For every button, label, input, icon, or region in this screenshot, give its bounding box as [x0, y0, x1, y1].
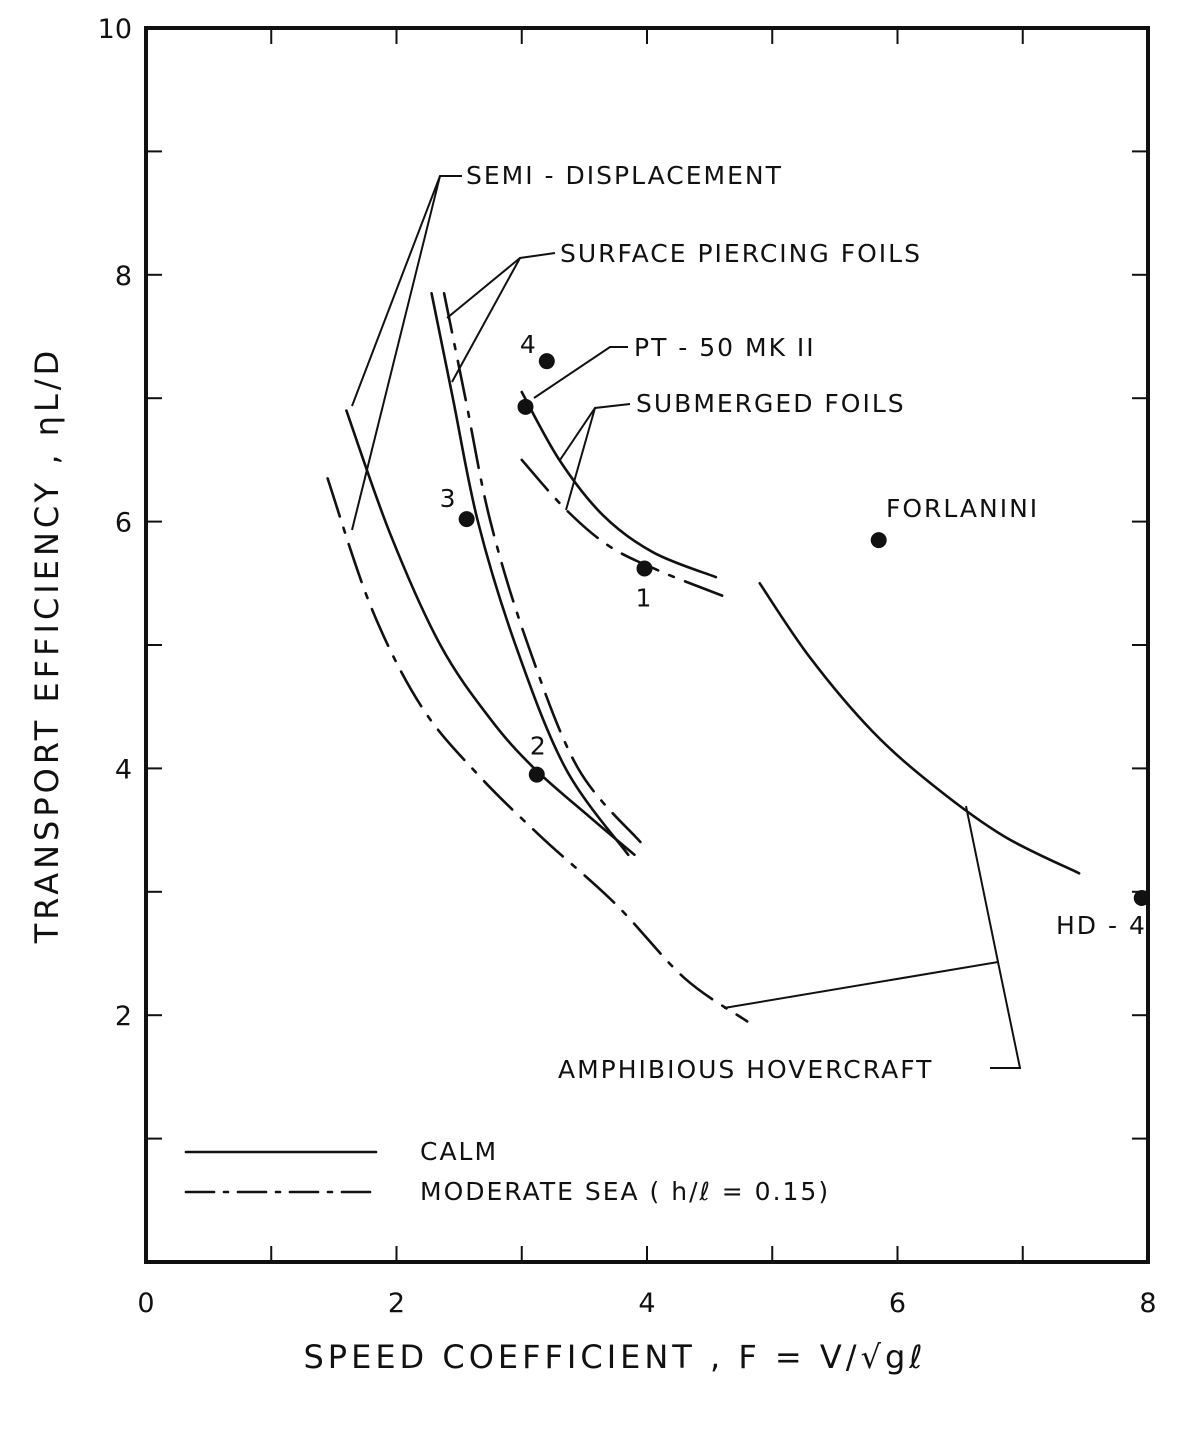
surface-piercing-leader	[446, 252, 556, 319]
submerged-foils-curve-solid	[520, 390, 718, 579]
semi-displacement-curve-dash-dot	[326, 477, 749, 1023]
surface-piercing-leader-2	[451, 257, 521, 383]
data-point	[636, 560, 653, 577]
tick-labels: 0 2 4 6 8 2 4 6 8 10	[98, 14, 1157, 1319]
y-tick-label: 8	[115, 261, 132, 292]
point-number-label: 2	[530, 732, 548, 761]
y-tick-label: 4	[115, 754, 132, 785]
x-tick-label: 8	[1139, 1288, 1156, 1319]
hovercraft-leader-2	[965, 805, 999, 963]
amphibious-hovercraft-curve-solid	[758, 582, 1081, 875]
x-axis-title: SPEED COEFFICIENT , F = V/√gℓ	[303, 1338, 926, 1376]
semi-displacement-leader	[351, 175, 462, 407]
semi-displacement-leader-2	[351, 175, 441, 531]
data-point	[458, 511, 475, 528]
label-semi-displacement: SEMI - DISPLACEMENT	[466, 161, 783, 190]
tick-marks	[146, 28, 1148, 1262]
y-axis-title: TRANSPORT EFFICIENCY , ηL/D	[28, 347, 66, 945]
data-point	[538, 353, 555, 370]
hovercraft-leader	[723, 960, 1022, 1069]
y-tick-label: 6	[115, 508, 132, 539]
y-tick-label: 2	[115, 1001, 132, 1032]
leader-lines	[351, 175, 1022, 1069]
label-amphibious-hovercraft: AMPHIBIOUS HOVERCRAFT	[558, 1055, 933, 1084]
pt50-leader	[533, 346, 628, 399]
semi-displacement-curve-solid	[345, 409, 636, 857]
label-submerged-foils: SUBMERGED FOILS	[636, 389, 906, 418]
label-hd4: HD - 4	[1056, 911, 1147, 940]
legend-label-calm: CALM	[420, 1137, 498, 1166]
submerged-leader	[559, 403, 631, 461]
label-surface-piercing: SURFACE PIERCING FOILS	[560, 239, 922, 268]
surface-piercing-curve-solid	[430, 292, 630, 857]
data-points: 1 2 3 4	[440, 330, 1150, 906]
data-point	[870, 532, 887, 549]
point-number-label: 4	[520, 330, 538, 359]
submerged-foils-curve-dash-dot	[520, 458, 724, 597]
submerged-leader-2	[565, 407, 596, 511]
x-tick-label: 4	[638, 1288, 655, 1319]
curves	[326, 292, 1081, 1023]
legend-label-moderate-sea: MODERATE SEA ( h/ℓ = 0.15)	[420, 1177, 830, 1206]
data-point	[517, 398, 534, 415]
data-point	[528, 766, 545, 783]
point-number-label: 3	[440, 484, 458, 513]
x-tick-label: 0	[137, 1288, 154, 1319]
data-point	[1133, 889, 1150, 906]
surface-piercing-curve-dash-dot	[442, 292, 643, 844]
point-number-label: 1	[636, 583, 654, 612]
x-tick-label: 6	[889, 1288, 906, 1319]
label-pt50: PT - 50 MK II	[634, 333, 816, 362]
legend: CALM MODERATE SEA ( h/ℓ = 0.15)	[184, 1137, 830, 1206]
label-forlanini: FORLANINI	[886, 494, 1039, 523]
y-tick-label: 10	[98, 14, 132, 45]
x-tick-label: 2	[388, 1288, 405, 1319]
